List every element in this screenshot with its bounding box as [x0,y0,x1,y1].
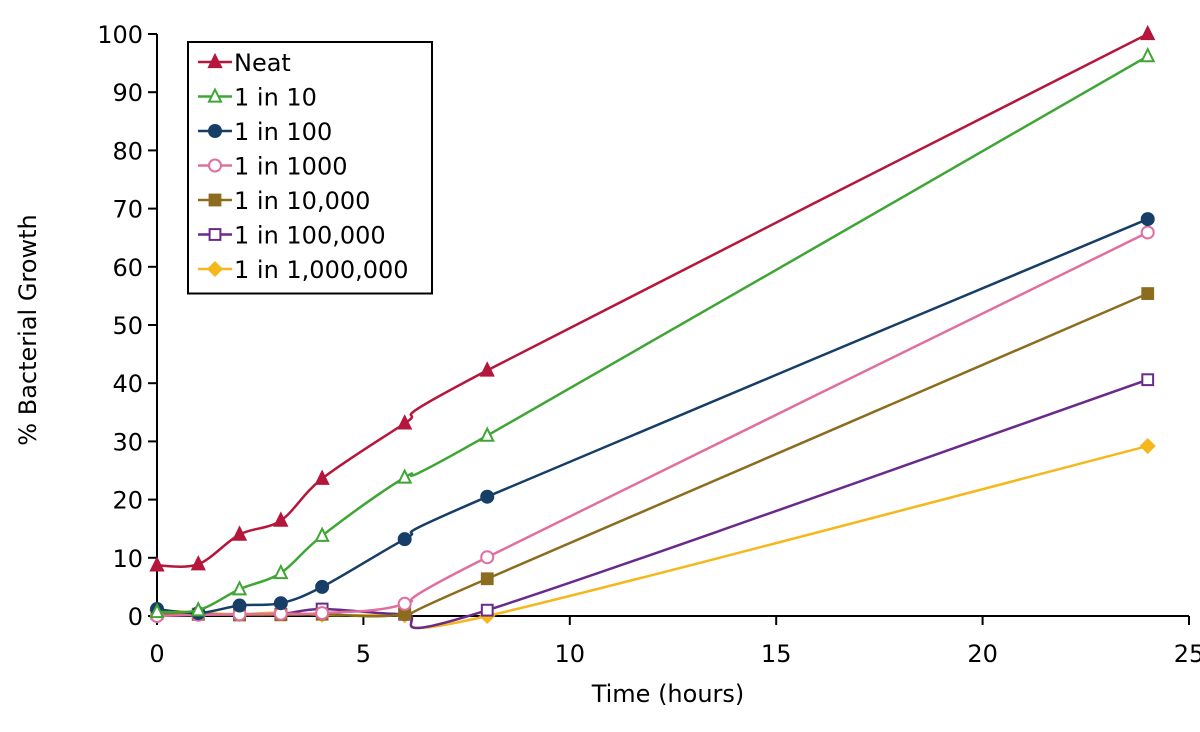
legend-marker [208,193,222,207]
data-point [314,469,330,485]
data-point [190,601,206,617]
y-tick-label: 10 [112,545,143,573]
legend-label: 1 in 1,000,000 [234,256,409,284]
y-tick-label: 50 [112,312,143,340]
legend-item: 1 in 100 [198,118,332,146]
data-point [314,526,330,542]
x-tick-label: 0 [149,640,164,668]
y-tick-label: 60 [112,254,143,282]
series-1-in-1-000-000 [148,438,1156,630]
data-point [315,606,330,621]
data-point [397,468,413,484]
data-point [397,414,413,430]
legend-box [187,41,433,295]
x-tick-label: 10 [555,640,586,668]
data-point [1140,24,1156,41]
series-1-in-10-000 [150,287,1155,622]
data-point [480,603,494,617]
y-tick-label: 70 [112,196,143,224]
legend-item: 1 in 1000 [198,153,347,181]
series-line [156,55,1149,614]
legend-item: 1 in 100,000 [198,222,386,250]
data-point [231,580,248,596]
data-point [231,525,248,541]
y-tick-label: 90 [112,79,143,107]
x-tick-label: 5 [356,640,371,668]
data-point [1139,438,1156,455]
data-point [273,563,289,580]
y-axis-title: % Bacterial Growth [14,214,42,445]
legend-marker [207,52,223,69]
series-line [156,231,1149,618]
y-tick-label: 100 [97,21,143,49]
data-point [190,555,206,571]
data-point [1140,212,1155,227]
data-point [479,426,495,442]
data-point [1140,46,1156,63]
legend-label: 1 in 10,000 [234,187,370,215]
series-1-in-10 [149,46,1156,619]
legend-item: 1 in 10 [198,84,317,112]
x-tick-label: 25 [1174,640,1200,668]
series-neat [149,24,1156,572]
y-tick-label: 80 [112,137,143,165]
data-point [273,511,289,527]
data-point [480,550,495,565]
axes: 0 10 20 30 40 50 60 70 80 90 100 0 5 10 15 20 25 [97,21,1200,668]
series-line [156,444,1149,630]
legend-item: 1 in 1,000,000 [198,256,409,284]
y-tick-label: 30 [112,428,143,456]
data-point [1141,287,1155,300]
legend-label: 1 in 10 [234,84,317,112]
data-point [397,532,412,547]
x-axis-title: Time (hours) [591,680,745,708]
series-line [156,378,1149,630]
data-point [315,579,330,594]
x-tick-label: 15 [761,640,792,668]
legend-item: 1 in 10,000 [198,187,370,215]
data-point [480,489,495,504]
legend-marker [207,87,223,103]
legend-marker [208,228,222,241]
legend-label: 1 in 100,000 [234,222,386,250]
legend-item: Neat [198,49,291,77]
legend-label: 1 in 100 [234,118,332,146]
series-layer [148,24,1156,630]
x-tick-label: 20 [967,640,998,668]
data-point [1141,373,1155,387]
y-tick-label: 20 [112,487,143,515]
data-point [149,556,165,572]
series-line [156,217,1149,615]
legend-marker [208,158,222,173]
legend-marker [206,260,224,278]
series-1-in-100-000 [150,373,1155,630]
y-tick-label: 0 [128,603,143,631]
data-point [149,602,165,619]
data-point [1140,225,1155,240]
data-point [273,596,288,611]
data-point [397,596,412,611]
legend-marker [208,124,222,138]
legend-label: Neat [234,49,291,77]
series-line [156,32,1149,568]
data-point [479,361,495,377]
legend: Neat 1 in 10 1 in 100 1 in 1000 1 in 10,000 1… [187,41,433,295]
legend-label: 1 in 1000 [234,153,347,181]
data-point [480,572,494,586]
data-point [232,598,247,613]
y-tick-label: 40 [112,370,143,398]
